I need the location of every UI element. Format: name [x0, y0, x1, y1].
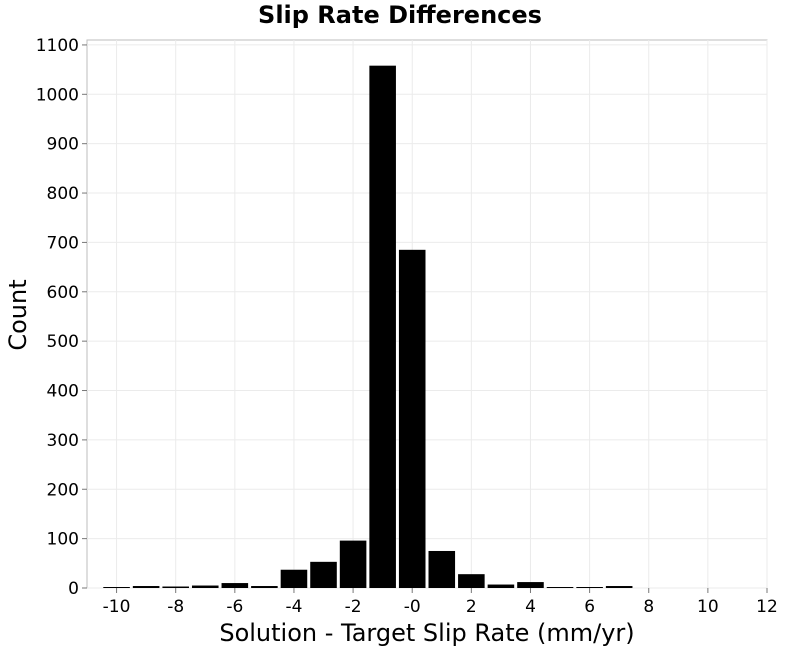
histogram-bar — [221, 583, 249, 588]
y-tick-label: 1100 — [36, 36, 79, 56]
y-tick-label: 0 — [68, 579, 79, 599]
y-tick-label: 600 — [47, 283, 79, 303]
x-tick-label: -6 — [226, 597, 243, 617]
histogram-bar — [605, 586, 633, 588]
x-tick-label: -8 — [167, 597, 184, 617]
histogram-bar — [398, 249, 426, 588]
histogram-bars — [103, 65, 633, 589]
histogram-bar — [546, 587, 574, 588]
histogram-bar — [428, 550, 456, 588]
histogram-bar — [517, 582, 544, 588]
histogram-bar — [103, 587, 130, 588]
histogram-bar — [191, 585, 219, 588]
y-tick-label: 400 — [47, 382, 79, 402]
x-tick-label: -0 — [404, 597, 421, 617]
x-tick-label: -10 — [103, 597, 131, 617]
x-tick-label: 6 — [584, 597, 595, 617]
histogram-bar — [458, 574, 485, 588]
x-tick-label: -4 — [285, 597, 302, 617]
histogram-bar — [369, 65, 396, 589]
x-tick-label: -2 — [345, 597, 362, 617]
y-tick-label: 800 — [47, 184, 79, 204]
y-tick-label: 500 — [47, 332, 79, 352]
histogram-bar — [487, 584, 515, 588]
y-tick-label: 200 — [47, 480, 79, 500]
y-axis-label: Count — [4, 279, 32, 350]
x-axis-ticks: -10 -8 -6 -4 -2 -0 2 4 6 8 10 12 — [103, 588, 778, 617]
y-tick-label: 900 — [47, 135, 79, 155]
x-tick-label: 4 — [525, 597, 536, 617]
y-tick-label: 1000 — [36, 85, 79, 105]
y-tick-label: 700 — [47, 233, 79, 253]
x-tick-label: 10 — [697, 597, 719, 617]
histogram-bar — [310, 561, 337, 588]
y-axis-ticks: 0 100 200 300 400 500 600 700 800 900 1000 1100 — [36, 36, 87, 599]
grid-lines — [87, 40, 768, 589]
histogram-bar — [576, 587, 603, 588]
histogram-bar — [162, 586, 189, 588]
histogram-bar — [339, 540, 367, 588]
x-tick-label: 12 — [756, 597, 778, 617]
histogram-bar — [251, 586, 278, 588]
y-tick-label: 100 — [47, 530, 79, 550]
histogram-bar — [280, 569, 308, 588]
histogram-bar — [132, 586, 160, 588]
plot-area — [86, 39, 768, 589]
x-axis-label: Solution - Target Slip Rate (mm/yr) — [219, 619, 634, 647]
chart-title: Slip Rate Differences — [258, 1, 542, 29]
x-tick-label: 2 — [466, 597, 477, 617]
y-tick-label: 300 — [47, 431, 79, 451]
x-tick-label: 8 — [643, 597, 654, 617]
